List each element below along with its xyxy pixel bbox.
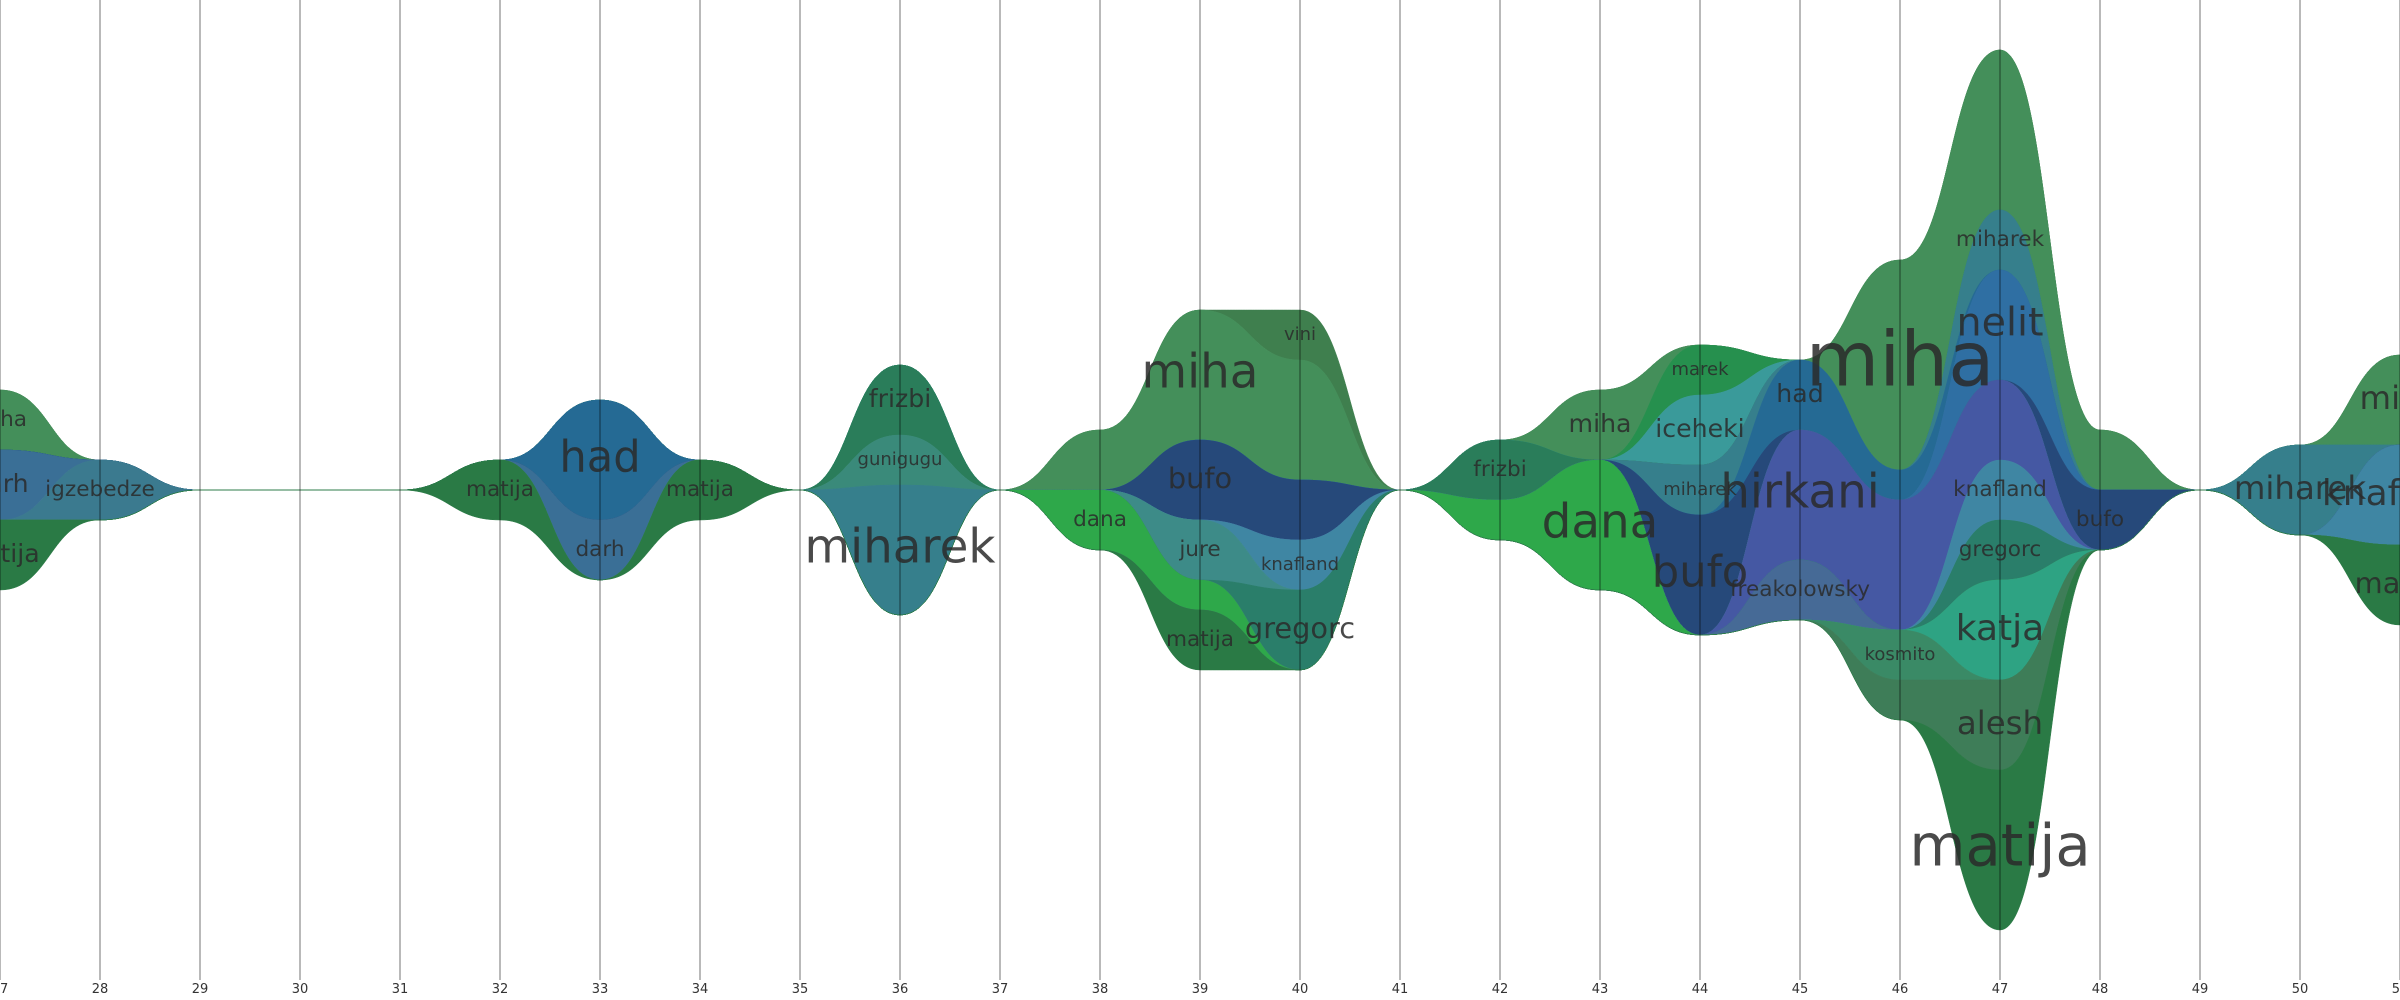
x-tick-label: 45 [1792,982,1809,997]
stream-label: dana [1073,507,1127,532]
stream-label: marek [1671,359,1729,380]
x-tick-label: 31 [392,982,409,997]
x-tick-label: 47 [1992,982,2009,997]
x-tick-label: 36 [892,982,909,997]
stream-label: nelit [1957,300,2044,346]
stream-label: katja [1956,608,2044,649]
stream-label: miha [1569,409,1632,438]
stream-label: miha [0,407,27,432]
stream-label: knafland [2322,473,2400,514]
x-tick-label: 41 [1392,982,1409,997]
x-tick-label: 34 [692,982,709,997]
stream-label: knafland [1953,477,2047,502]
stream-label: alesh [1957,704,2043,742]
x-tick-label: 44 [1692,982,1709,997]
stream-label: matija [466,477,534,502]
x-tick-label: 35 [792,982,809,997]
stream-label: miharek [2234,469,2366,507]
stream-label: gunigugu [858,449,943,470]
x-tick-label: 30 [292,982,309,997]
stream-label: gregorc [1245,611,1355,645]
stream-label: knafland [1261,554,1339,575]
stream-label: matija [1909,813,2090,880]
stream-label: darh [575,537,624,562]
x-tick-label: 43 [1592,982,1609,997]
stream-label: gregorc [1959,537,2042,562]
stream-label: bufo [1168,461,1232,495]
stream-label: bufo [2076,507,2124,532]
x-tick-label: 28 [92,982,109,997]
stream-label: hirkani [1720,466,1880,520]
stream-label: iceheki [1655,414,1744,443]
x-tick-label: 50 [2292,982,2309,997]
stream-label: miha [1142,346,1259,400]
x-tick-label: 40 [1292,982,1309,997]
stream-label: freakolowsky [1730,577,1870,602]
stream-label: frizbi [1473,457,1527,482]
stream-layer [0,459,2400,931]
x-tick-label: 51 [2392,982,2400,997]
stream-label: miharek [804,521,995,575]
stream-label: miharek [1663,479,1737,500]
stream-label: kosmito [1865,644,1936,665]
x-tick-label: 29 [192,982,209,997]
x-tick-label: 37 [992,982,1009,997]
x-tick-label: 33 [592,982,609,997]
stream-label: matija [1166,627,1234,652]
stream-label: vini [1284,324,1316,345]
stream-label: matija [2355,566,2400,600]
x-tick-label: 32 [492,982,509,997]
x-tick-label: 39 [1192,982,1209,997]
x-tick-label: 42 [1492,982,1509,997]
stream-label: frizbi [869,384,931,413]
x-tick-label: 49 [2192,982,2209,997]
stream-label: matija [666,477,734,502]
stream-label: jure [1178,537,1220,562]
stream-label: dana [1542,496,1659,550]
stream-label: darh [0,469,29,498]
stream-label: had [559,433,640,483]
stream-label: miharek [1956,227,2045,252]
stream-label: had [1776,379,1823,408]
x-tick-label: 27 [0,982,8,997]
x-tick-label: 46 [1892,982,1909,997]
stream-label: matija [0,539,40,568]
x-tick-label: 38 [1092,982,1109,997]
stream-label: bufo [1652,548,1748,598]
stream-label: miha [2360,379,2400,417]
x-tick-label: 48 [2092,982,2109,997]
stream-label: igzebedze [45,477,155,502]
stream-label: miha [1806,316,1995,404]
